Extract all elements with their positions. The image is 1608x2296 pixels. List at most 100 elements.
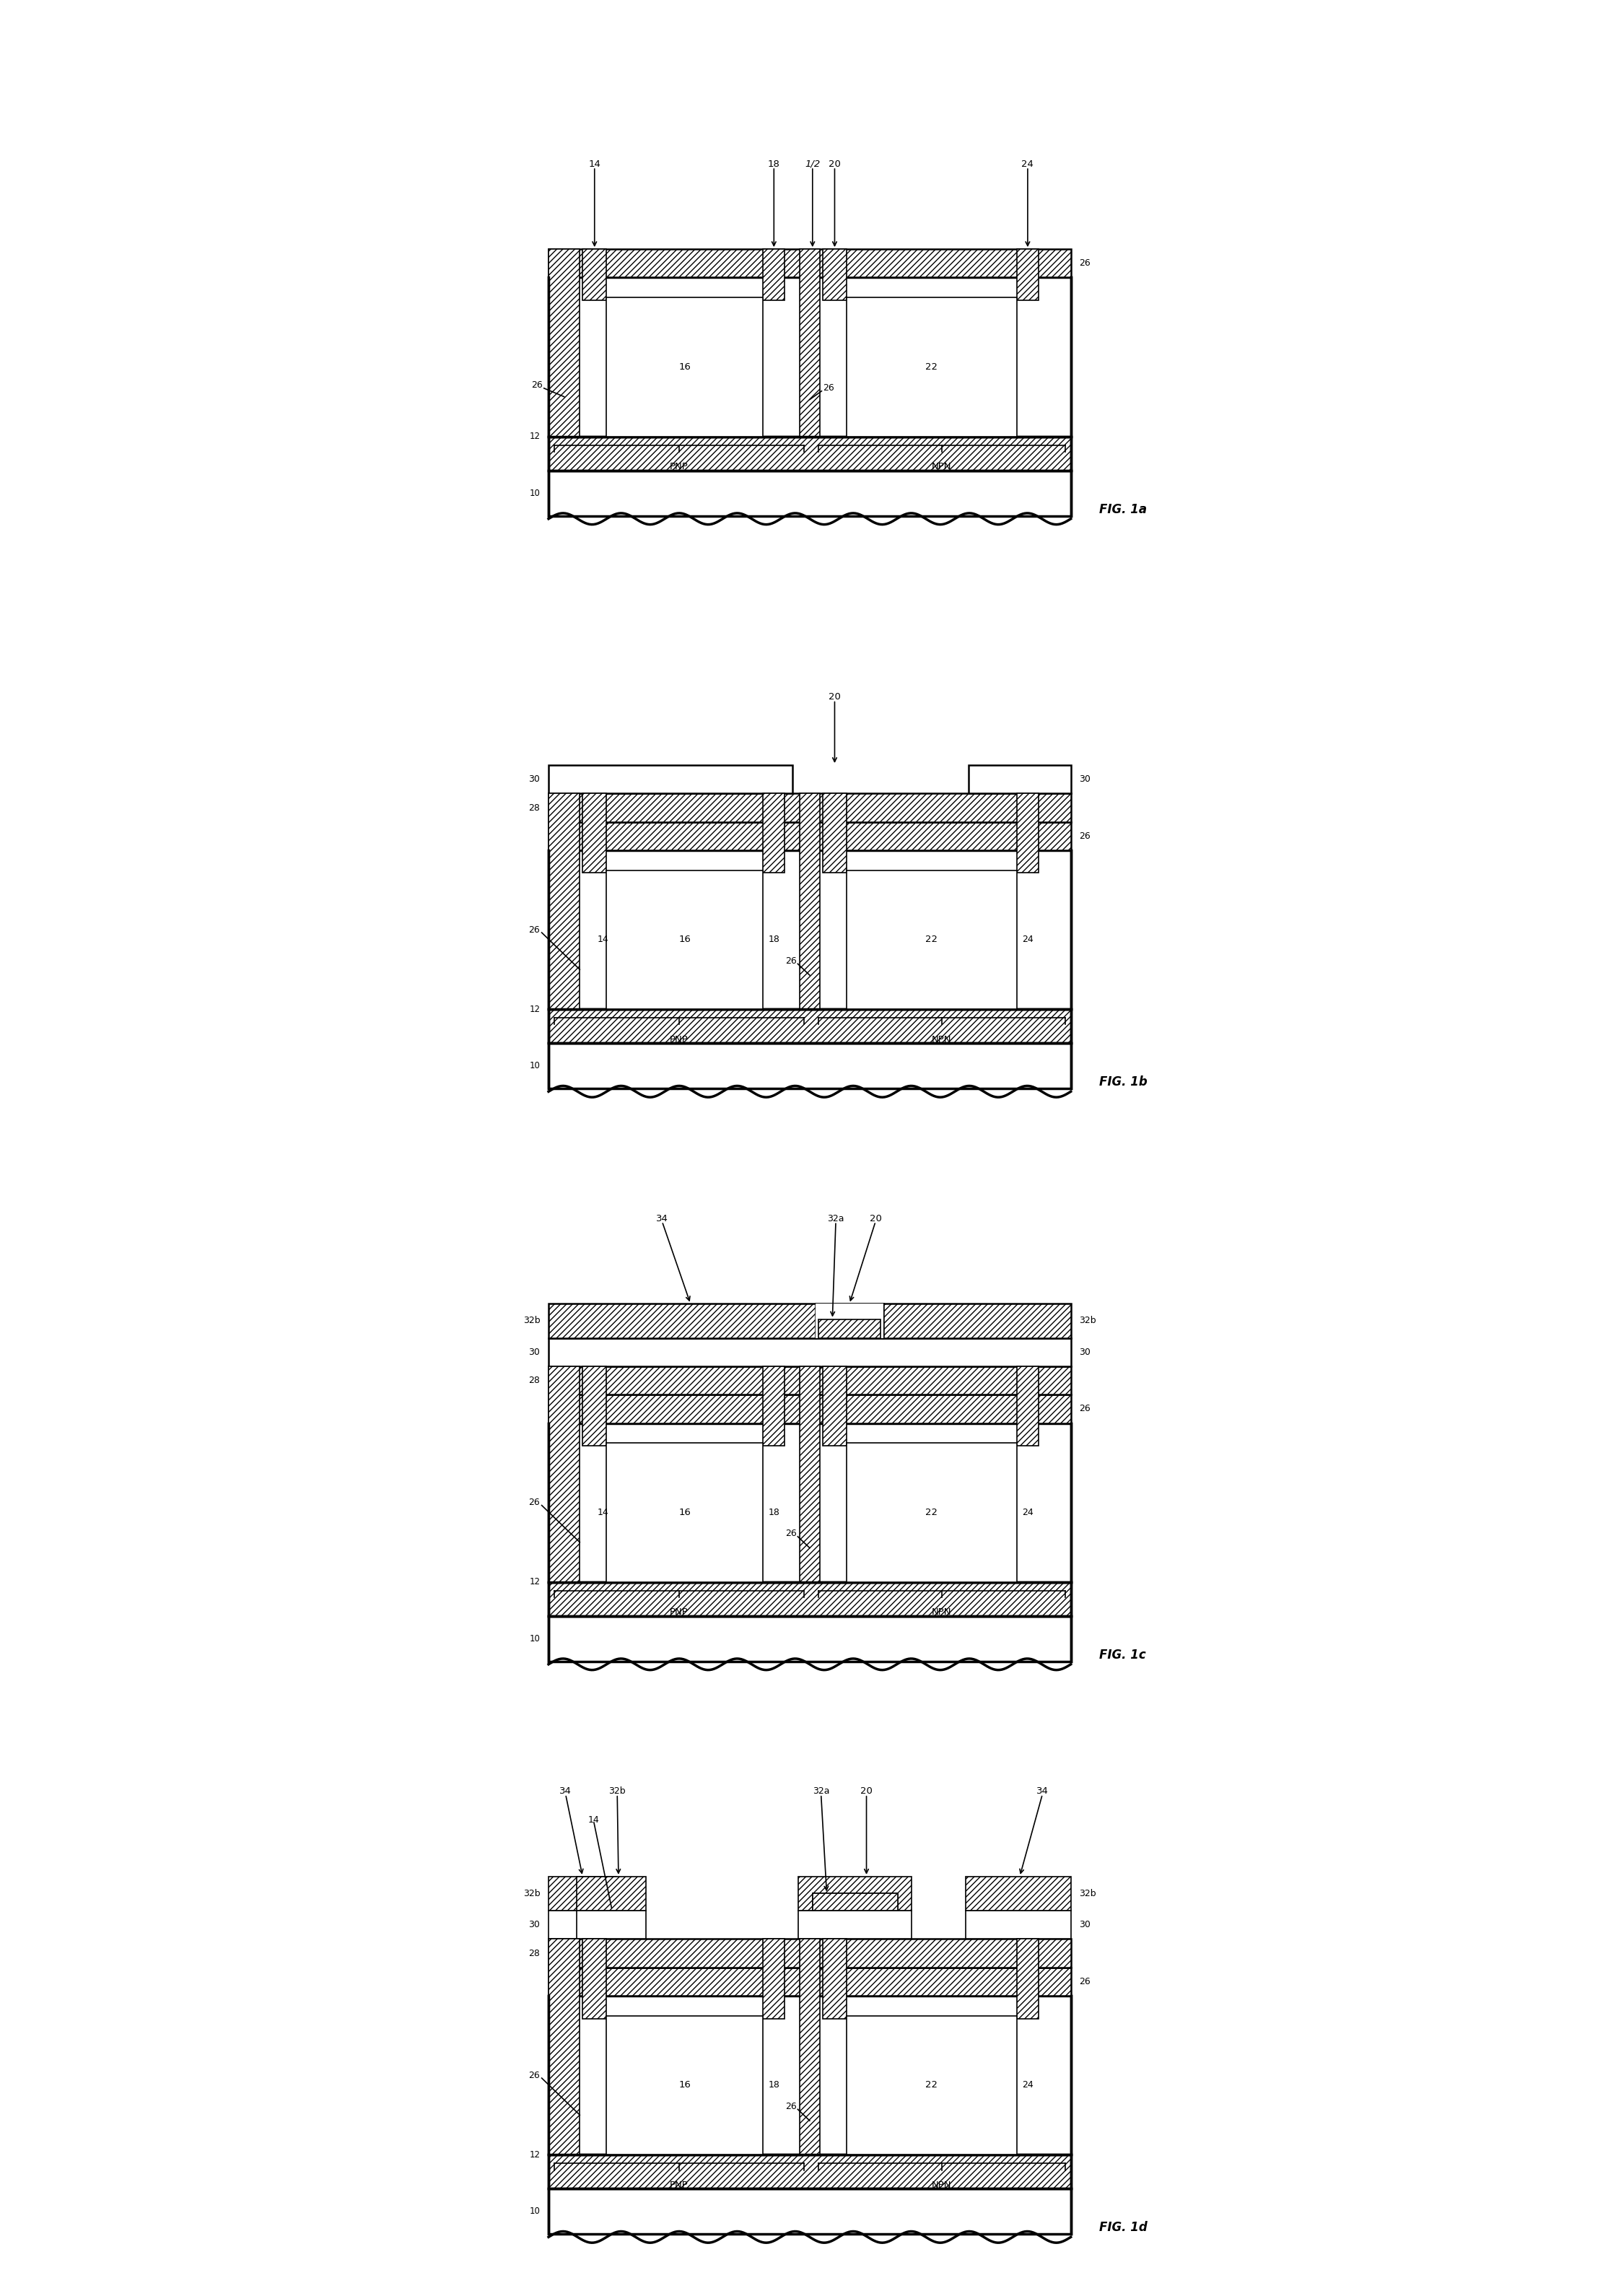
Text: 20: 20 [828, 693, 841, 703]
Bar [1016, 250, 1039, 301]
Bar [799, 1940, 820, 2154]
Bar [799, 1366, 820, 1582]
Text: 26: 26 [785, 1529, 796, 1538]
Text: 26: 26 [1079, 259, 1090, 269]
Bar [548, 1582, 1071, 1616]
Bar [548, 1010, 1071, 1042]
Bar [548, 1424, 1071, 1582]
Bar [798, 1910, 912, 1940]
Text: 18: 18 [769, 2080, 780, 2089]
Text: PNP: PNP [671, 1607, 688, 1616]
Bar [606, 298, 764, 436]
Bar [548, 794, 580, 1010]
Text: 14: 14 [597, 934, 609, 944]
Text: 26: 26 [529, 1497, 540, 1506]
Bar [764, 794, 785, 872]
Bar [548, 436, 1071, 471]
Text: 14: 14 [597, 1508, 609, 1518]
Text: 24: 24 [1023, 2080, 1034, 2089]
Text: 16: 16 [679, 2080, 691, 2089]
Bar [577, 1876, 646, 1910]
Text: 26: 26 [823, 383, 835, 393]
Text: 14: 14 [589, 1816, 600, 1825]
Text: 26: 26 [1079, 1405, 1090, 1414]
Bar [548, 1616, 1071, 1662]
Text: PNP: PNP [671, 1035, 688, 1045]
Bar [823, 794, 846, 872]
Bar [548, 1995, 1071, 2154]
Bar [606, 1442, 764, 1582]
Text: FIG. 1b: FIG. 1b [1100, 1077, 1148, 1088]
Bar [548, 1366, 580, 1582]
Bar [606, 870, 764, 1010]
Text: 26: 26 [785, 2101, 796, 2110]
Text: 20: 20 [870, 1215, 881, 1224]
Bar [764, 250, 785, 301]
Text: 22: 22 [926, 934, 937, 944]
Text: 26: 26 [1079, 1977, 1090, 1986]
Text: 32b: 32b [523, 1316, 540, 1325]
Bar [548, 1339, 1071, 1366]
Text: 10: 10 [529, 2206, 540, 2216]
Text: 16: 16 [679, 363, 691, 372]
Text: 24: 24 [1023, 1508, 1034, 1518]
Bar [548, 471, 1071, 517]
Bar [968, 765, 1071, 794]
Bar [548, 2188, 1071, 2234]
Text: 32a: 32a [812, 1786, 830, 1795]
Bar [577, 1910, 646, 1940]
Text: FIG. 1a: FIG. 1a [1100, 503, 1147, 517]
Text: 34: 34 [560, 1786, 572, 1795]
Bar [818, 1320, 881, 1339]
Bar [799, 794, 820, 1010]
Text: 30: 30 [1079, 774, 1090, 783]
Text: 12: 12 [529, 1577, 540, 1587]
Text: 26: 26 [1079, 831, 1090, 840]
Bar [548, 250, 1071, 278]
Text: 34: 34 [656, 1215, 669, 1224]
Bar [966, 1876, 1071, 1910]
Text: 32b: 32b [609, 1786, 626, 1795]
Bar [823, 250, 846, 301]
Bar [764, 1366, 785, 1446]
Bar [799, 250, 820, 436]
Text: FIG. 1d: FIG. 1d [1100, 2220, 1148, 2234]
Bar [812, 1894, 897, 1910]
Text: 30: 30 [529, 774, 540, 783]
Bar [548, 2154, 1071, 2188]
Text: NPN: NPN [931, 1607, 952, 1616]
Text: 10: 10 [529, 1635, 540, 1644]
Text: 18: 18 [769, 1508, 780, 1518]
Bar [548, 1394, 1071, 1424]
Text: NPN: NPN [931, 461, 952, 471]
Text: 26: 26 [529, 2071, 540, 2080]
Text: FIG. 1c: FIG. 1c [1100, 1649, 1147, 1662]
Bar [582, 1940, 606, 2018]
Bar [1016, 794, 1039, 872]
Bar [548, 1042, 1071, 1088]
Bar [846, 1442, 1016, 1582]
Text: 26: 26 [785, 957, 796, 967]
Text: 28: 28 [529, 1375, 540, 1384]
Bar [812, 1894, 897, 1910]
Text: 24: 24 [1023, 934, 1034, 944]
Text: 24: 24 [1021, 158, 1034, 168]
Text: 30: 30 [529, 1348, 540, 1357]
Text: 32a: 32a [827, 1215, 844, 1224]
Text: 28: 28 [529, 1949, 540, 1958]
Bar [764, 1940, 785, 2018]
Bar [815, 1304, 883, 1339]
Text: 30: 30 [1079, 1919, 1090, 1929]
Text: PNP: PNP [671, 461, 688, 471]
Text: 22: 22 [926, 1508, 937, 1518]
Bar [548, 1876, 616, 1910]
Text: 10: 10 [529, 1061, 540, 1070]
Text: 12: 12 [529, 1006, 540, 1015]
Bar [606, 2016, 764, 2154]
Bar [1016, 1940, 1039, 2018]
Bar [548, 1910, 616, 1940]
Bar [548, 278, 1071, 436]
Bar [1016, 1366, 1039, 1446]
Bar [582, 250, 606, 301]
Text: 12: 12 [529, 432, 540, 441]
